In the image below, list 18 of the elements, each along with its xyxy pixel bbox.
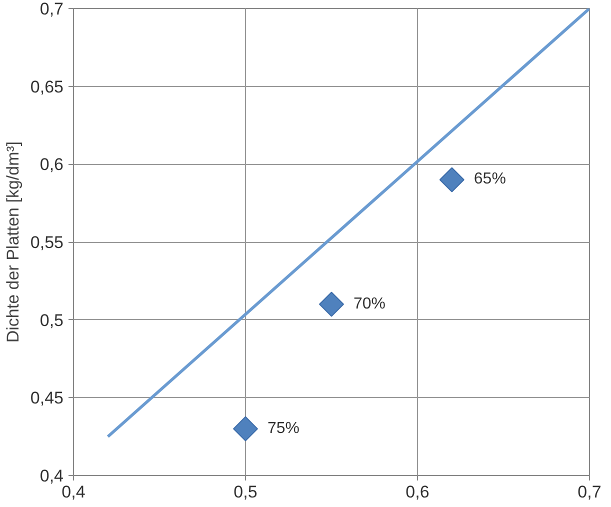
y-tick-label: 0,45 [30, 388, 64, 408]
y-tick-label: 0,65 [30, 77, 64, 96]
point [439, 167, 464, 192]
y-tick-label: 0,7 [40, 0, 64, 18]
annotation: 75% [268, 420, 300, 437]
point [318, 292, 344, 317]
x-tick-label: 0,7 [578, 482, 602, 502]
y-tick-label: 0,4 [40, 466, 64, 486]
x-tick-label: 0,4 [62, 482, 86, 502]
x-tick-label: 0,6 [406, 482, 430, 502]
x-tick-label: 0,5 [234, 482, 258, 502]
y-axis-title: Dichte der Platten [kg/dm³] [3, 141, 22, 343]
annotation: 70% [354, 295, 386, 312]
y-tick-label: 0,55 [30, 233, 64, 252]
y-tick-label: 0,5 [40, 310, 64, 330]
point [232, 416, 258, 442]
y-tick-label: 0,6 [40, 155, 64, 174]
annotation: 65% [474, 170, 506, 188]
